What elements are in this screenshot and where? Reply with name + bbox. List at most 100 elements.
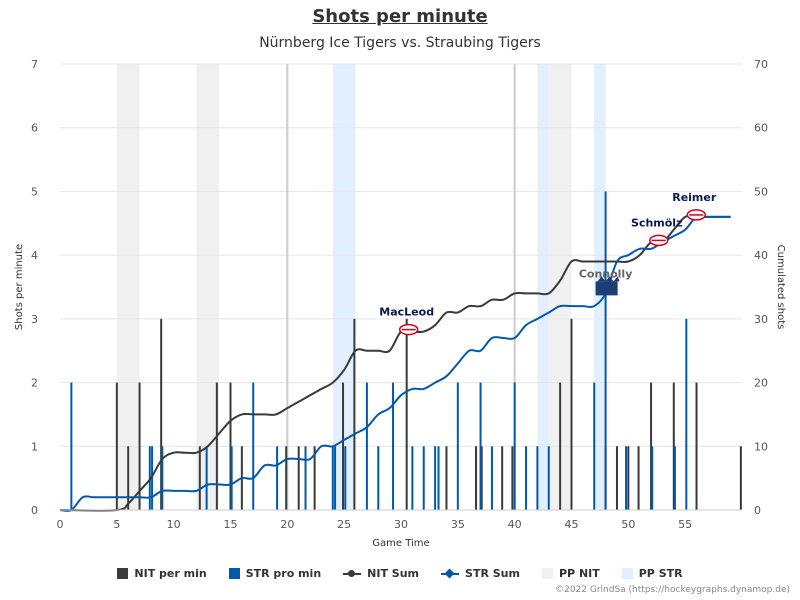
nit-shot-bar: [138, 382, 141, 510]
str-logo-crest: [597, 276, 620, 282]
str-shot-bar: [547, 446, 550, 510]
pp-nit-band: [548, 64, 572, 510]
nit-shot-bar: [650, 382, 653, 510]
legend-label: STR Sum: [465, 567, 520, 580]
nit-shot-bar: [297, 446, 300, 510]
str-shot-bar: [490, 446, 493, 510]
cumulative-lines: [59, 214, 731, 512]
legend-item[interactable]: NIT per min: [117, 567, 207, 580]
nit-shot-bar: [229, 382, 232, 510]
y-axis-title: Shots per minute: [14, 244, 25, 330]
y-tick-label: 1: [31, 440, 38, 453]
chart-title: Shots per minute: [312, 6, 488, 27]
legend-label: NIT Sum: [367, 567, 420, 580]
x-tick-label: 15: [224, 518, 238, 531]
str-shot-bar: [230, 446, 233, 510]
annotation-label: Schmölz: [631, 216, 682, 229]
legend-swatch: [343, 568, 362, 579]
str-shot-bar: [331, 446, 334, 510]
nit-shot-bar: [215, 382, 218, 510]
nit-shot-bar: [353, 318, 356, 510]
nit-shot-bar: [559, 382, 562, 510]
str-shot-bar: [365, 382, 368, 510]
str-shot-bar: [651, 446, 654, 510]
chart-subtitle: Nürnberg Ice Tigers vs. Straubing Tigers: [259, 35, 541, 51]
x-tick-label: 40: [508, 518, 522, 531]
y-tick-label: 4: [31, 249, 38, 262]
y-tick-label: 5: [31, 185, 38, 198]
y2-tick-label: 50: [754, 185, 768, 198]
str-shot-bar: [525, 446, 528, 510]
legend-swatch: [441, 568, 460, 579]
y-tick-label: 2: [31, 377, 38, 390]
nit-shot-bar: [115, 382, 118, 510]
legend-item[interactable]: PP NIT: [541, 567, 600, 580]
nit-shot-bar: [511, 446, 514, 510]
legend-label: PP NIT: [558, 567, 600, 580]
annotation-macleod: MacLeod: [379, 306, 434, 336]
axes: 0 0 1 10 2 20 3 30 4 40 5 50 6 60 7 70 0 5 10 15 20 25 30 35 40 4…: [14, 58, 786, 549]
x-tick-label: 20: [280, 518, 294, 531]
pp-str-band: [332, 64, 356, 510]
legend-label: NIT per min: [134, 567, 207, 580]
str-shot-bar: [625, 446, 628, 510]
str-shot-bar: [422, 446, 425, 510]
x-axis-title: Game Time: [372, 538, 429, 549]
nit-shot-bar: [672, 382, 675, 510]
x-tick-label: 25: [337, 518, 351, 531]
str-shot-bar: [434, 446, 437, 510]
nit-shot-bar: [739, 446, 742, 510]
grid-lines: [60, 63, 742, 511]
nit-shot-bar: [501, 446, 504, 510]
str-shot-bar: [161, 446, 164, 510]
annotation-connolly: Connolly: [579, 267, 632, 296]
y-tick-label: 7: [31, 58, 38, 71]
x-tick-label: 55: [678, 518, 692, 531]
nit-shot-bar: [342, 382, 345, 510]
legend-item[interactable]: NIT Sum: [343, 567, 419, 580]
str-shot-bar: [456, 382, 459, 510]
nit-shot-bar: [285, 446, 288, 510]
nit-sum-line: [59, 214, 731, 512]
legend-item[interactable]: PP STR: [621, 567, 683, 580]
y-tick-label: 0: [31, 504, 38, 517]
str-shot-bar: [479, 382, 482, 510]
y2-tick-label: 20: [754, 377, 768, 390]
x-tick-label: 45: [565, 518, 579, 531]
str-shot-bar: [685, 318, 688, 510]
annotation-reimer: Reimer: [672, 191, 717, 221]
nit-shot-bar: [637, 446, 640, 510]
y2-tick-label: 10: [754, 440, 768, 453]
y2-tick-label: 0: [754, 504, 761, 517]
str-shot-bar: [437, 446, 440, 510]
y2-tick-label: 30: [754, 313, 768, 326]
legend-label: PP STR: [638, 567, 683, 580]
nit-shot-bar: [160, 318, 163, 510]
legend-swatch: [117, 568, 129, 579]
x-tick-label: 50: [621, 518, 635, 531]
str-shot-bar: [411, 446, 414, 510]
nit-shot-bar: [480, 446, 483, 510]
pp-str-band: [537, 64, 549, 510]
str-shot-bar: [276, 446, 279, 510]
str-logo-icon: [595, 281, 618, 296]
nit-shot-bar: [615, 446, 618, 510]
nit-shot-bar: [475, 446, 478, 510]
str-shot-bar: [377, 446, 380, 510]
legend-item[interactable]: STR Sum: [441, 567, 520, 580]
y2-axis-title: Cumulated shots: [775, 245, 786, 330]
legend-label: STR pro min: [245, 567, 322, 580]
nit-shot-bar: [313, 446, 316, 510]
str-shot-bar: [536, 446, 539, 510]
str-shot-bar: [70, 382, 73, 510]
y2-tick-label: 40: [754, 249, 768, 262]
str-sum-line: [59, 214, 731, 512]
y-tick-label: 3: [31, 313, 38, 326]
nit-shot-bar: [570, 318, 573, 510]
y-tick-label: 6: [31, 122, 38, 135]
nit-shot-bar: [627, 446, 630, 510]
x-tick-label: 30: [394, 518, 408, 531]
annotation-label: MacLeod: [379, 306, 434, 319]
legend-item[interactable]: STR pro min: [228, 567, 322, 580]
